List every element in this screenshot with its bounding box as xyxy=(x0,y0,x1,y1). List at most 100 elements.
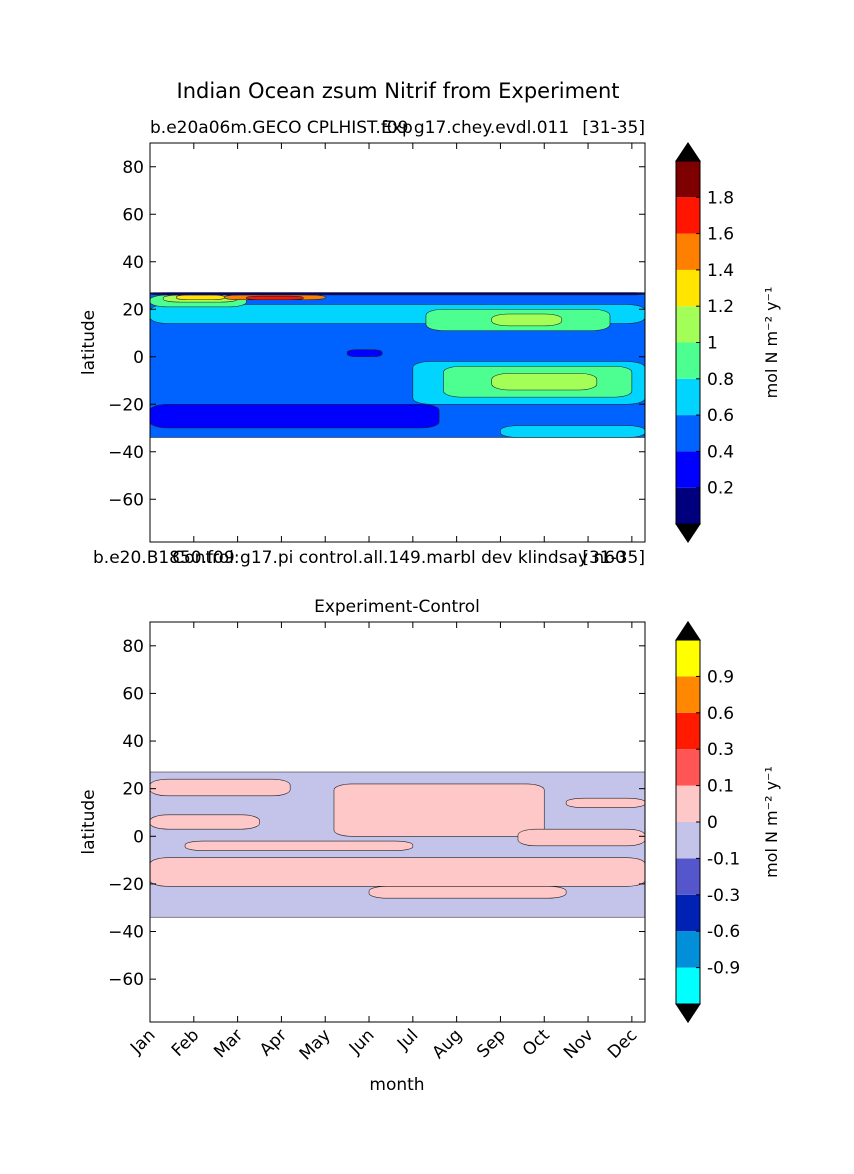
y-tick-label: −20 xyxy=(108,875,144,895)
colorbar-segment xyxy=(676,749,700,786)
colorbar-tick-label: 0.3 xyxy=(707,740,734,760)
colorbar-tick-label: 1.6 xyxy=(707,225,734,245)
contour-region xyxy=(246,295,304,301)
x-tick-label: Nov xyxy=(560,1025,598,1063)
contour-region xyxy=(491,373,598,391)
contour-region xyxy=(184,840,414,851)
colorbar-segment xyxy=(676,306,700,343)
y-tick-label: −40 xyxy=(108,923,144,943)
panel3-xlabel: month xyxy=(369,1075,424,1095)
y-tick-label: 40 xyxy=(122,732,144,752)
x-tick-label: Dec xyxy=(604,1025,641,1062)
colorbar-segment xyxy=(676,676,700,713)
colorbar-segment xyxy=(676,822,700,859)
contour-region xyxy=(517,828,646,847)
colorbar-segment xyxy=(676,378,700,416)
x-tick-label: Aug xyxy=(429,1025,467,1063)
colorbar-tick-label: 1.2 xyxy=(707,297,734,317)
colorbar-tick-label: -0.1 xyxy=(707,849,740,869)
colorbar-segment xyxy=(676,415,700,452)
colorbar-tick-label: 0.4 xyxy=(707,442,734,462)
contour-region xyxy=(149,814,260,830)
contour-region xyxy=(346,349,383,358)
colorbar-tick-label: 1 xyxy=(707,334,718,354)
control-title-left: b.e20.B1850.f09 g17.pi control.all.149.m… xyxy=(93,548,626,568)
colorbar-segment xyxy=(676,233,700,270)
panel3-plot: 80 60 40 20 0 −20 −40 −60 latitude Jan Feb Mar Apr Ma… xyxy=(79,621,646,1064)
x-tick-label: Jul xyxy=(393,1025,422,1054)
y-tick-label: 20 xyxy=(122,780,144,800)
x-tick-label: Jan xyxy=(126,1025,159,1058)
y-tick-label: −20 xyxy=(108,395,144,415)
panel3-colorbar: -0.9 -0.6 -0.3 -0.1 0 0.1 0.3 0.6 0.9 mol N m⁻² y… xyxy=(675,620,781,1024)
colorbar-segment xyxy=(676,451,700,488)
colorbar-tick-label: 0.6 xyxy=(707,406,734,426)
colorbar-tick-label: -0.3 xyxy=(707,886,740,906)
panel1-title-center: Exp xyxy=(381,118,413,138)
x-tick-label: Jun xyxy=(345,1025,379,1059)
colorbar-tick-label: 0.2 xyxy=(707,479,734,499)
colorbar-label: mol N m⁻² y⁻¹ xyxy=(762,766,781,878)
contour-region xyxy=(149,292,646,296)
colorbar-segment xyxy=(676,785,700,822)
figure-title: Indian Ocean zsum Nitrif from Experiment xyxy=(177,79,620,103)
colorbar-segment xyxy=(676,342,700,379)
colorbar-label: mol N m⁻² y⁻¹ xyxy=(762,287,781,399)
colorbar-segment xyxy=(676,931,700,968)
y-tick-label: 20 xyxy=(122,300,144,320)
contour-region xyxy=(149,403,440,429)
colorbar-segment xyxy=(676,712,700,750)
x-tick-label: Apr xyxy=(256,1025,291,1060)
colorbar-tick-label: -0.6 xyxy=(707,922,740,942)
colorbar-extend-top xyxy=(675,141,701,162)
contour-region xyxy=(333,783,545,837)
panel1-plot: 80 60 40 20 0 −20 −40 −60 latitude xyxy=(79,142,646,543)
axes-frame xyxy=(149,621,646,1023)
y-tick-label: 0 xyxy=(133,348,144,368)
y-tick-label: 80 xyxy=(122,158,144,178)
colorbar-segment xyxy=(676,858,700,895)
colorbar-extend-top xyxy=(675,620,701,641)
y-tick-label: −40 xyxy=(108,443,144,463)
colorbar-tick-label: -0.9 xyxy=(707,959,740,979)
colorbar-segment xyxy=(676,197,700,234)
x-tick-label: Oct xyxy=(519,1025,554,1060)
contour-region xyxy=(149,778,291,797)
colorbar-tick-label: 1.8 xyxy=(707,188,734,208)
contour-region xyxy=(368,885,567,899)
colorbar-segment xyxy=(676,894,700,932)
contour-region xyxy=(149,857,646,887)
contour-region xyxy=(500,425,646,438)
colorbar-segment xyxy=(676,269,700,307)
colorbar-tick-label: 0.8 xyxy=(707,370,734,390)
contour-region xyxy=(565,797,646,809)
y-tick-label: 0 xyxy=(133,827,144,847)
x-tick-label: Sep xyxy=(473,1025,510,1062)
colorbar-tick-label: 0 xyxy=(707,813,718,833)
x-tick-label: May xyxy=(296,1025,335,1064)
y-axis-label: latitude xyxy=(79,789,99,854)
colorbar-extend-bottom xyxy=(675,1003,701,1024)
colorbar-segment xyxy=(676,967,700,1004)
x-tick-label: Feb xyxy=(168,1025,203,1060)
control-title-right: [31-35] xyxy=(582,548,645,568)
colorbar-extend-bottom xyxy=(675,523,701,544)
x-tick-label: Mar xyxy=(210,1025,247,1062)
axes-frame xyxy=(149,142,646,543)
y-axis-label: latitude xyxy=(79,310,99,375)
y-tick-label: 80 xyxy=(122,637,144,657)
y-tick-label: 60 xyxy=(122,205,144,225)
colorbar-segment xyxy=(676,161,700,198)
control-title-center: Control: xyxy=(172,548,239,568)
colorbar-tick-label: 0.1 xyxy=(707,777,734,797)
colorbar-tick-label: 1.4 xyxy=(707,261,734,281)
panel3-title: Experiment-Control xyxy=(314,597,480,617)
panel1-colorbar: 0.2 0.4 0.6 0.8 1 1.2 1.4 1.6 1.8 mol N m⁻² y⁻¹ xyxy=(675,141,781,544)
y-tick-label: 40 xyxy=(122,253,144,273)
contour-region xyxy=(175,294,225,301)
colorbar-segment xyxy=(676,640,700,677)
colorbar-segment xyxy=(676,487,700,524)
panel1-title-left: b.e20a06m.GECO CPLHIST.f09 g17.chey.evdl… xyxy=(150,118,569,138)
y-tick-label: −60 xyxy=(108,970,144,990)
